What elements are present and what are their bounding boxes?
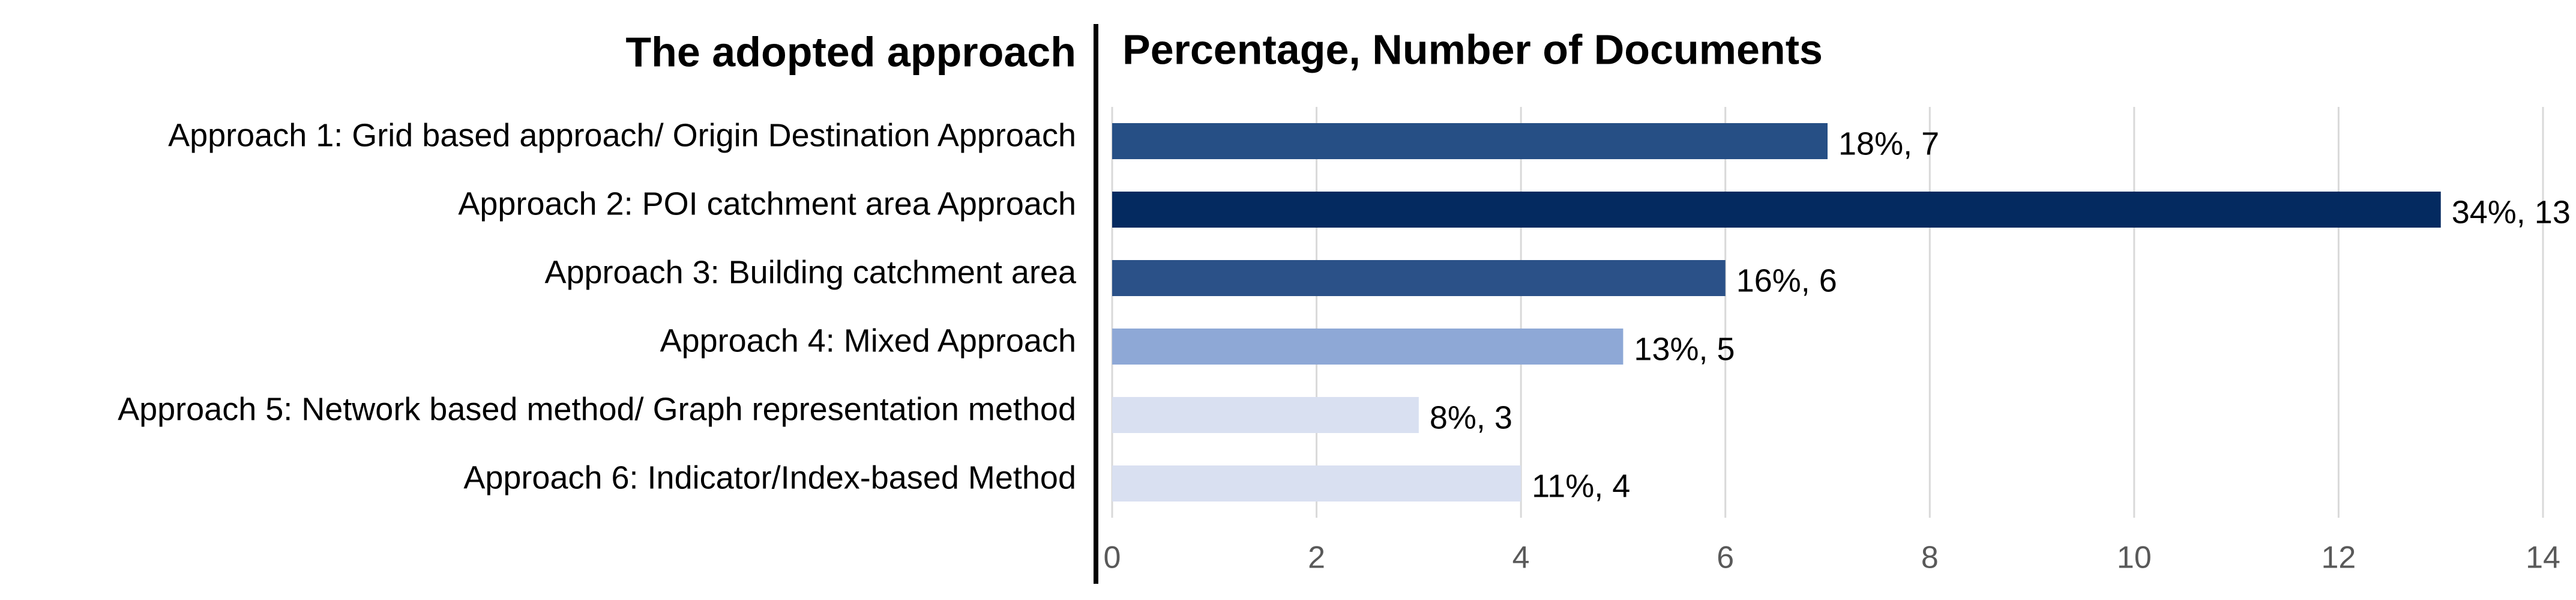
x-tick-label: 4: [1512, 541, 1530, 575]
value-label: 16%, 6: [1736, 262, 1837, 298]
x-tick-label: 10: [2117, 541, 2152, 575]
category-label: Approach 6: Indicator/Index-based Method: [463, 459, 1076, 495]
bar: [1112, 465, 1521, 502]
x-tick-label: 12: [2322, 541, 2356, 575]
bar: [1112, 260, 1726, 296]
x-tick-label: 2: [1308, 541, 1325, 575]
category-label: Approach 5: Network based method/ Graph …: [118, 391, 1076, 427]
bars: Approach 1: Grid based approach/ Origin …: [118, 117, 2571, 504]
x-tick-label: 8: [1921, 541, 1939, 575]
bar: [1112, 329, 1624, 365]
category-label: Approach 4: Mixed Approach: [660, 323, 1076, 359]
chart-title: Percentage, Number of Documents: [1122, 26, 1823, 73]
x-tick-label: 14: [2526, 541, 2560, 575]
value-label: 34%, 13: [2452, 194, 2571, 230]
bar: [1112, 192, 2441, 228]
category-label: Approach 1: Grid based approach/ Origin …: [168, 117, 1076, 153]
bar: [1112, 397, 1419, 433]
category-label: Approach 2: POI catchment area Approach: [458, 186, 1076, 222]
x-tick-label: 0: [1104, 541, 1121, 575]
value-label: 8%, 3: [1430, 399, 1512, 435]
value-label: 13%, 5: [1634, 331, 1735, 367]
bar: [1112, 123, 1828, 159]
category-label: Approach 3: Building catchment area: [544, 254, 1077, 290]
value-label: 18%, 7: [1838, 126, 1939, 162]
category-title: The adopted approach: [625, 28, 1076, 75]
value-label: 11%, 4: [1532, 468, 1630, 504]
x-tick-label: 6: [1717, 541, 1734, 575]
grid: 0 2 4 6 8 10 12 14: [1104, 107, 2560, 575]
